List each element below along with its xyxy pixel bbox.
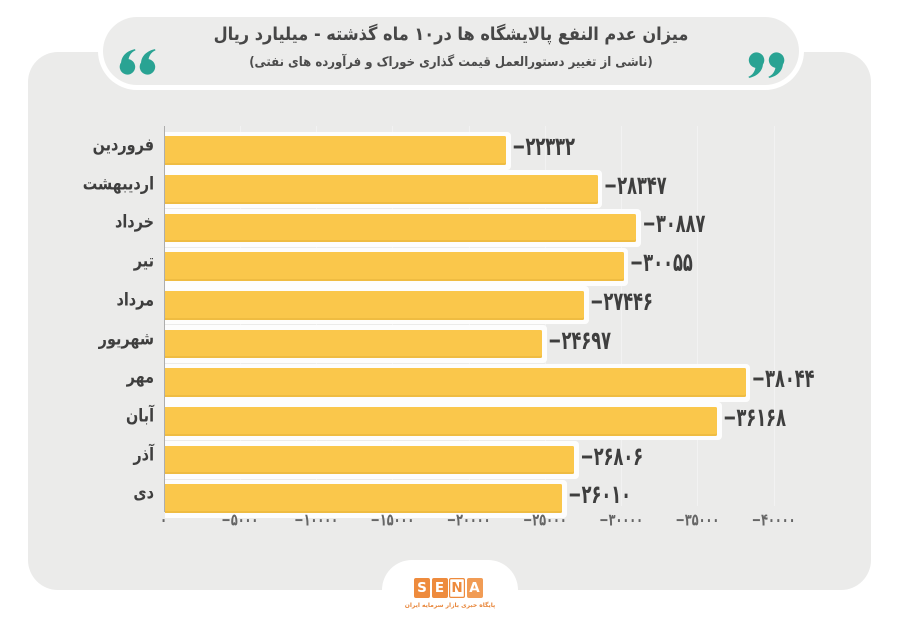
sena-logo-tagline: پایگاه خبری بازار سرمایه ایران (404, 602, 496, 609)
x-tick-label: −۱۵۰۰۰ (370, 509, 415, 530)
chart-subtitle: (ناشی از تغییر دستورالعمل قیمت گذاری خور… (249, 55, 653, 70)
y-axis-line (163, 126, 166, 512)
category-label: دی (133, 482, 154, 504)
sena-tile-e: E (431, 578, 448, 598)
sena-tile-a: A (466, 578, 483, 598)
bar-3[interactable] (165, 252, 624, 281)
value-label: −۳۸۰۴۴ (751, 364, 815, 395)
chart-title: میزان عدم النفع پالایشگاه ها در۱۰ ماه گذ… (213, 24, 689, 45)
bar-7[interactable] (165, 406, 717, 436)
sena-tile-s: S (414, 578, 430, 598)
bar-0[interactable] (165, 136, 506, 165)
value-label: −۲۴۶۹۷ (548, 325, 612, 356)
value-label: −۳۰۰۵۵ (629, 248, 693, 279)
gridline (697, 126, 699, 506)
value-label: −۲۶۰۱۰ (568, 480, 632, 511)
category-label: مرداد (116, 288, 154, 310)
bar-9[interactable] (165, 484, 563, 514)
sena-tile-n: N (449, 578, 465, 598)
x-tick-label: −۴۰۰۰۰ (751, 509, 796, 530)
category-label: آذر (133, 443, 154, 465)
value-label: −۲۷۴۴۶ (589, 287, 653, 318)
bar-8[interactable] (165, 445, 575, 475)
x-tick-label: −۵۰۰۰ (221, 509, 259, 530)
bar-1[interactable] (165, 174, 598, 204)
category-label: خرداد (114, 211, 154, 233)
gridline (773, 126, 775, 506)
bar-2[interactable] (165, 213, 637, 243)
value-label: −۳۰۸۸۷ (642, 209, 706, 240)
category-label: آبان (125, 404, 154, 426)
x-tick-label: −۳۵۰۰۰ (675, 509, 720, 530)
category-label: مهر (126, 366, 154, 388)
close-quote-icon (748, 52, 785, 78)
title-banner: میزان عدم النفع پالایشگاه ها در۱۰ ماه گذ… (103, 17, 799, 85)
value-label: −۲۸۳۴۷ (603, 171, 667, 202)
category-label: تیر (133, 250, 154, 272)
value-label: −۲۲۳۳۲ (511, 132, 575, 163)
x-tick-label: −۲۰۰۰۰ (446, 509, 491, 530)
bar-5[interactable] (165, 329, 543, 359)
category-label: اردیبهشت (82, 172, 154, 194)
x-tick-label: −۳۰۰۰۰ (599, 509, 643, 530)
value-label: −۲۶۸۰۶ (580, 441, 644, 472)
bar-4[interactable] (165, 290, 584, 320)
x-tick-label: −۲۵۰۰۰ (522, 509, 567, 530)
x-tick-label: −۱۰۰۰۰ (294, 509, 338, 530)
open-quote-icon (119, 49, 156, 75)
value-label: −۳۶۱۶۸ (722, 403, 786, 434)
bar-6[interactable] (165, 368, 746, 397)
gridline (621, 126, 623, 506)
x-tick-label: ۰ (160, 509, 168, 530)
category-label: شهریور (98, 327, 154, 349)
category-label: فروردین (92, 134, 154, 156)
